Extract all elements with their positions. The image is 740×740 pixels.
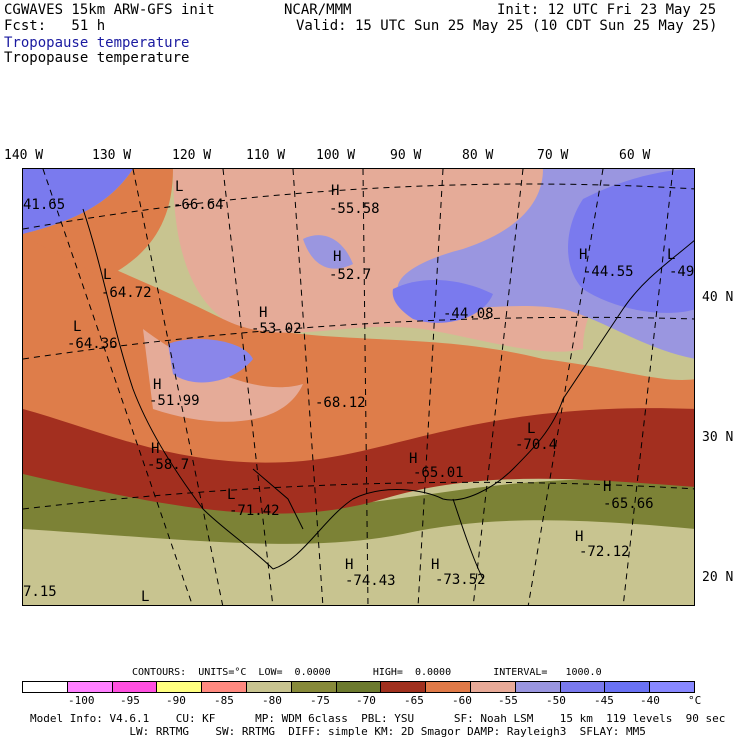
map-label-value: -49 [669, 264, 695, 280]
map-shading [23, 169, 694, 605]
colorbar-label: -45 [594, 694, 614, 707]
map-label-type: L [73, 319, 82, 335]
colorbar-swatch [560, 682, 606, 692]
map-label-value: -51.99 [149, 393, 200, 409]
colorbar-swatch [470, 682, 516, 692]
map-label-type: L [175, 179, 184, 195]
lat-label: 40 N [702, 290, 734, 305]
colorbar-swatch [605, 682, 651, 692]
field-name-shaded: Tropopause temperature [4, 35, 190, 51]
colorbar-unit: °C [688, 694, 702, 707]
lon-label: 70 W [537, 148, 569, 163]
lon-label: 120 W [172, 148, 212, 163]
colorbar-label: -85 [214, 694, 234, 707]
map-label-value: -44.08 [443, 306, 494, 322]
colorbar-swatch [157, 682, 203, 692]
map-label-type: H [575, 529, 584, 545]
colorbar-label: -50 [546, 694, 566, 707]
map-label-type: H [333, 249, 342, 265]
lon-label: 60 W [619, 148, 651, 163]
map-label-value: -66.64 [173, 197, 224, 213]
map-label-value: -68.12 [315, 395, 366, 411]
colorbar-label: -60 [452, 694, 472, 707]
colorbar-label: -70 [356, 694, 376, 707]
map-label-value: -52.7 [329, 267, 372, 283]
colorbar-label: -95 [120, 694, 140, 707]
forecast-hour: Fcst: 51 h [4, 18, 106, 34]
colorbar-label: -90 [166, 694, 186, 707]
map-label-value: -70.4 [515, 437, 558, 453]
map-plot: L -66.64 H -55.58 41.65 L -64.72 H -52.7… [22, 168, 695, 606]
map-label-value: -73.52 [435, 572, 486, 588]
map-label-type: H [151, 441, 160, 457]
colorbar-swatch [246, 682, 292, 692]
map-label-value: -71.42 [229, 503, 280, 519]
field-name-contour: Tropopause temperature [4, 50, 190, 66]
map-label-value: -65.66 [603, 496, 654, 512]
map-label-type: H [579, 247, 588, 263]
map-label-type: H [331, 183, 340, 199]
colorbar-swatch [291, 682, 337, 692]
organization: NCAR/MMM [284, 2, 352, 18]
map-label-value: 41.65 [23, 197, 66, 213]
map-label-value: -74.43 [345, 573, 396, 589]
init-time: Init: 12 UTC Fri 23 May 25 [497, 2, 717, 18]
map-label-type: L [227, 487, 236, 503]
lon-label: 110 W [246, 148, 286, 163]
map-label-type: L [527, 421, 536, 437]
map-label-value: 7.15 [23, 584, 57, 600]
lon-label: 100 W [316, 148, 356, 163]
model-info-line2: LW: RRTMG SW: RRTMG DIFF: simple KM: 2D … [30, 725, 646, 738]
map-label-type: H [603, 479, 612, 495]
colorbar-swatch [202, 682, 247, 692]
lat-label: 30 N [702, 430, 734, 445]
map-label-type: L [103, 267, 112, 283]
colorbar-swatch [426, 682, 471, 692]
colorbar-label: -55 [498, 694, 518, 707]
map-label-type: H [345, 557, 354, 573]
map-label-type: L [667, 247, 676, 263]
colorbar [22, 681, 695, 693]
lon-label: 90 W [390, 148, 422, 163]
lon-label: 140 W [4, 148, 44, 163]
map-label-type: H [153, 377, 162, 393]
colorbar-label: -80 [262, 694, 282, 707]
contour-info: CONTOURS: UNITS=°C LOW= 0.0000 HIGH= 0.0… [132, 667, 602, 678]
map-label-value: -55.58 [329, 201, 380, 217]
model-info-line1: Model Info: V4.6.1 CU: KF MP: WDM 6class… [30, 712, 726, 725]
colorbar-label: -40 [640, 694, 660, 707]
map-label-type: L [141, 589, 150, 605]
colorbar-swatch [67, 682, 113, 692]
map-label-value: -64.36 [67, 336, 118, 352]
map-label-value: -58.7 [147, 457, 190, 473]
map-label-value: -72.12 [579, 544, 630, 560]
colorbar-swatch [23, 682, 68, 692]
lat-label: 20 N [702, 570, 734, 585]
map-label-value: -44.55 [583, 264, 634, 280]
colorbar-swatch [112, 682, 158, 692]
colorbar-swatch [650, 682, 694, 692]
colorbar-label: -75 [310, 694, 330, 707]
map-label-type: H [431, 557, 440, 573]
colorbar-label: -65 [404, 694, 424, 707]
colorbar-label: -100 [68, 694, 95, 707]
map-label-value: -53.02 [251, 321, 302, 337]
lon-label: 130 W [92, 148, 132, 163]
map-label-value: -64.72 [101, 285, 152, 301]
map-label-type: H [409, 451, 418, 467]
colorbar-swatch [336, 682, 382, 692]
colorbar-swatch [515, 682, 561, 692]
valid-time: Valid: 15 UTC Sun 25 May 25 (10 CDT Sun … [296, 18, 718, 34]
map-label-type: H [259, 305, 268, 321]
map-label-value: -65.01 [413, 465, 464, 481]
colorbar-swatch [381, 682, 427, 692]
lon-label: 80 W [462, 148, 494, 163]
model-title: CGWAVES 15km ARW-GFS init [4, 2, 215, 18]
